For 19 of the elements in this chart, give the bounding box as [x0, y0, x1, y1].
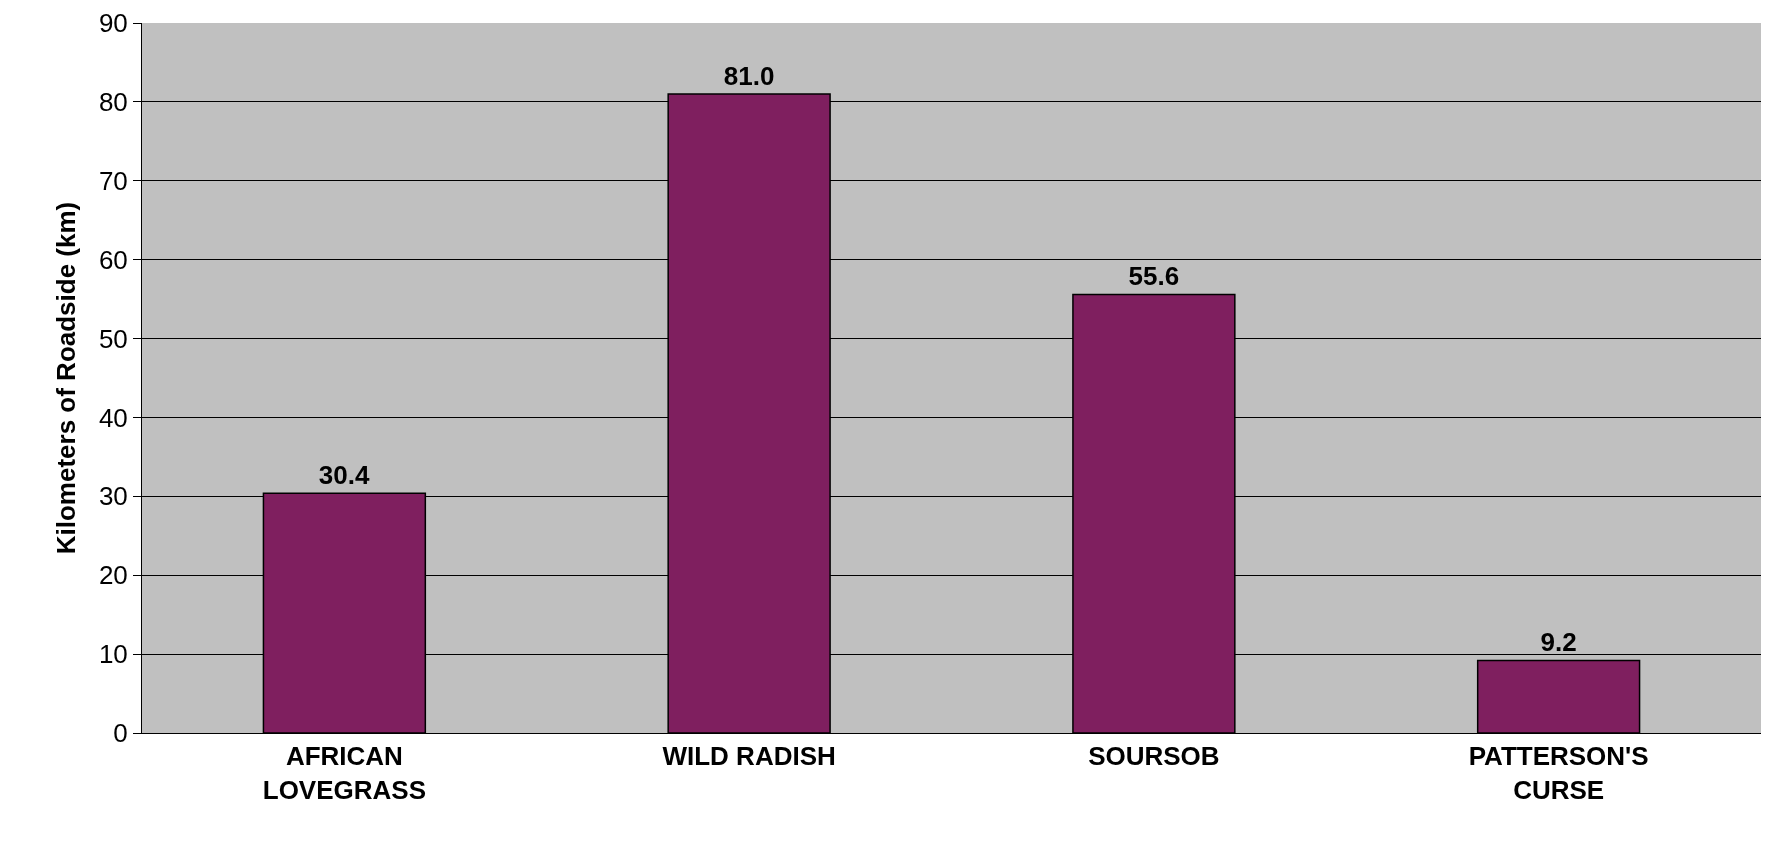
- data-label: 55.6: [1128, 261, 1180, 292]
- x-tick-label: WILD RADISH: [662, 741, 836, 772]
- y-tick-label: 20: [98, 560, 128, 591]
- y-axis-title: Kilometers of Roadside (km): [51, 201, 82, 555]
- y-tick-label: 40: [98, 402, 128, 433]
- data-label: 9.2: [1540, 627, 1577, 658]
- y-tick-label: 0: [113, 718, 128, 749]
- y-tick-label: 80: [98, 86, 128, 117]
- y-tick-label: 50: [98, 323, 128, 354]
- y-tick-label: 60: [98, 244, 128, 275]
- data-label: 30.4: [318, 460, 370, 491]
- x-tick-label: AFRICAN LOVEGRASS: [262, 741, 427, 805]
- y-tick-label: 30: [98, 481, 128, 512]
- y-tick-label: 90: [98, 8, 128, 39]
- x-tick-label: SOURSOB: [1088, 741, 1220, 772]
- x-tick-label: PATTERSON'S CURSE: [1468, 741, 1649, 805]
- y-tick-label: 10: [98, 639, 128, 670]
- y-tick-label: 70: [98, 165, 128, 196]
- data-label: 81.0: [723, 61, 775, 91]
